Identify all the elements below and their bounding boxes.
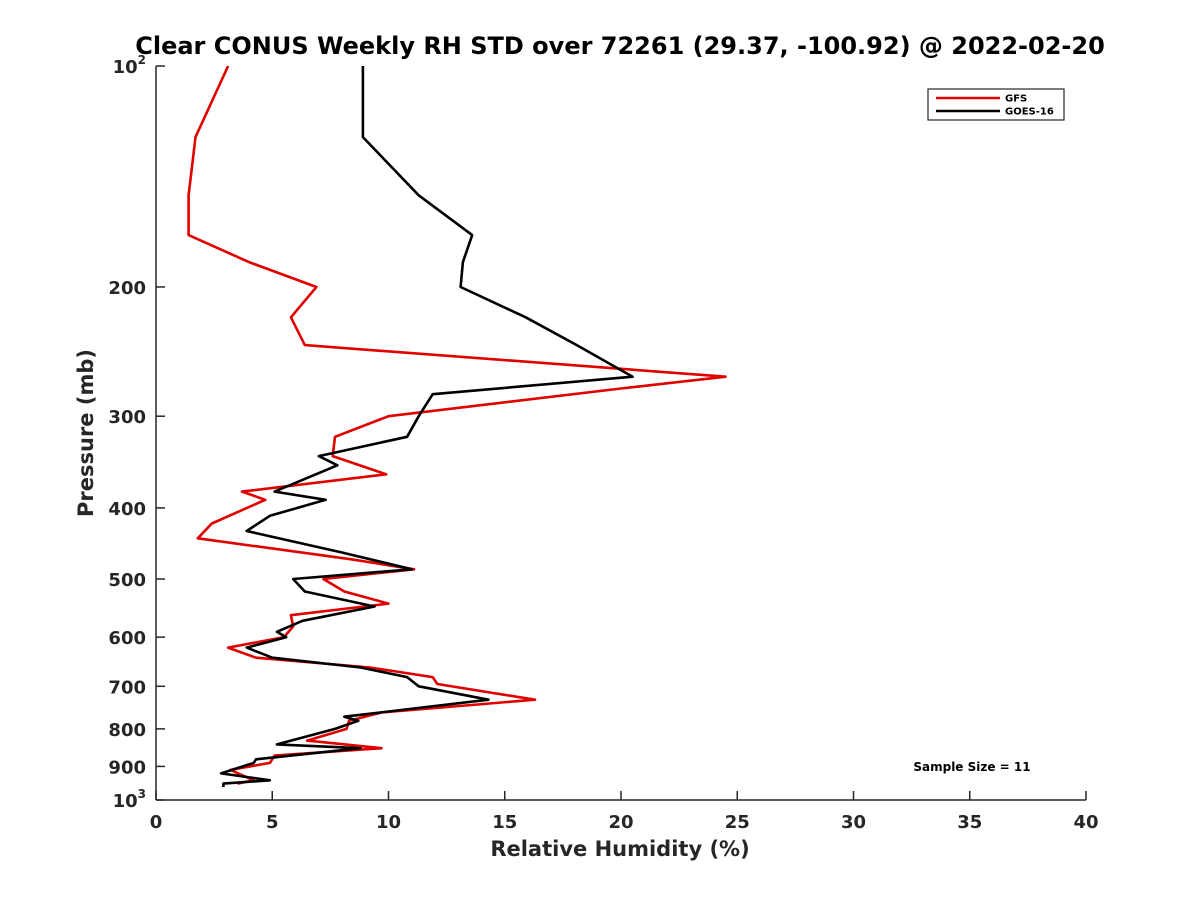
y-tick-label: 300 xyxy=(108,407,146,428)
axes xyxy=(155,66,1086,801)
y-axis-label: Pressure (mb) xyxy=(74,349,98,517)
legend-box xyxy=(927,88,1065,121)
y-tick-label: 900 xyxy=(108,757,146,778)
y-tick-label: 500 xyxy=(108,570,146,591)
x-tick-label: 10 xyxy=(376,812,401,833)
x-tick-label: 15 xyxy=(492,812,517,833)
x-axis-label: Relative Humidity (%) xyxy=(490,837,749,861)
legend: GFS GOES-16 xyxy=(927,88,1065,121)
series-line-gfs xyxy=(187,65,727,785)
y-tick-label: 103 xyxy=(113,787,146,812)
chart-title: Clear CONUS Weekly RH STD over 72261 (29… xyxy=(135,32,1105,60)
legend-label: GOES-16 xyxy=(1005,107,1054,118)
x-tick-label: 30 xyxy=(841,812,866,833)
x-tick-label: 35 xyxy=(957,812,982,833)
x-tick-label: 5 xyxy=(266,812,279,833)
x-tick-label: 40 xyxy=(1073,812,1098,833)
x-tick-label: 20 xyxy=(608,812,633,833)
y-tick-label: 102 xyxy=(113,53,146,78)
legend-label: GFS xyxy=(1005,94,1027,105)
y-tick-label: 600 xyxy=(108,628,146,649)
sample-size-annotation: Sample Size = 11 xyxy=(913,760,1030,774)
series-line-goes-16 xyxy=(219,66,634,787)
x-tick-label: 25 xyxy=(725,812,750,833)
y-tick-label: 200 xyxy=(108,278,146,299)
y-tick-label: 700 xyxy=(108,677,146,698)
plot-lines xyxy=(187,65,727,787)
y-tick-label: 800 xyxy=(108,720,146,741)
y-tick-label: 400 xyxy=(108,499,146,520)
x-tick-label: 0 xyxy=(150,812,163,833)
ticks: 0 5 10 15 20 25 30 35 40 102 200 300 400 500 600 700 800… xyxy=(108,53,1098,833)
